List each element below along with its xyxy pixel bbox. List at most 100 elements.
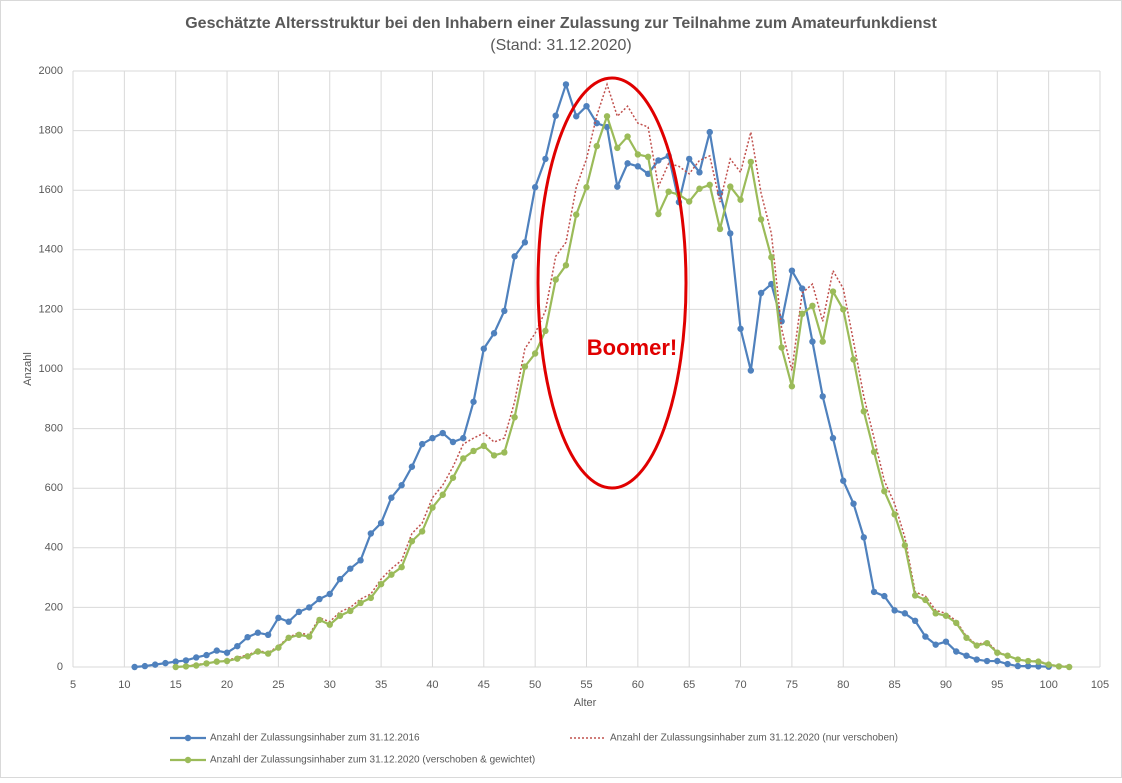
data-point [336,612,344,619]
x-tick-label: 25 [272,679,284,691]
data-point [1004,660,1011,668]
data-point [511,253,518,260]
data-point [357,557,364,564]
data-point [994,649,1001,656]
x-tick-label: 60 [632,679,644,691]
x-tick-label: 105 [1091,679,1109,691]
data-point [840,477,847,484]
data-point [439,429,446,437]
data-point [408,463,416,470]
data-point [398,563,405,571]
x-tick-label: 80 [837,679,849,691]
data-point [306,633,313,640]
data-point [614,144,621,152]
data-point [614,183,621,190]
data-point [788,383,796,390]
data-point [306,604,313,611]
data-point [347,565,354,572]
legend-label: Anzahl der Zulassungsinhaber zum 31.12.2… [210,755,535,766]
data-point [850,500,857,507]
data-point [264,631,272,639]
data-point [490,330,498,337]
data-point [408,538,416,545]
data-point [686,198,693,205]
data-point [460,434,467,442]
data-point [326,621,333,628]
data-point [881,487,888,495]
data-point [911,592,919,599]
data-point [737,325,744,332]
y-tick-label: 1400 [39,244,63,256]
data-point [953,648,960,655]
data-point [768,280,775,288]
data-point [511,414,518,421]
data-point [193,662,200,669]
data-point [655,157,662,164]
data-point [706,128,713,136]
data-point [911,617,919,625]
data-point [573,113,580,120]
data-point [254,629,262,636]
data-point [470,447,477,455]
data-point [1014,656,1022,663]
data-point [665,188,672,195]
data-point [244,634,251,641]
data-point [655,210,662,218]
data-point [480,345,487,352]
data-point [778,344,785,351]
data-point [203,651,210,659]
data-point [870,588,878,596]
data-point [727,183,734,190]
x-tick-label: 45 [478,679,490,691]
data-point [737,196,744,203]
data-point [234,655,241,662]
data-point [716,225,724,233]
data-point [285,634,292,641]
data-point [860,534,867,541]
x-tick-label: 40 [426,679,438,691]
x-tick-label: 20 [221,679,233,691]
data-point [624,133,631,140]
data-point [223,649,231,656]
data-point [521,239,529,246]
data-point [706,181,713,189]
data-point [264,650,272,657]
chart-subtitle: (Stand: 31.12.2020) [490,37,631,54]
data-point [829,434,837,442]
legend-label: Anzahl der Zulassungsinhaber zum 31.12.2… [610,733,898,744]
data-point [901,542,909,549]
data-point [480,442,487,450]
x-tick-label: 55 [580,679,592,691]
data-point [901,610,909,617]
data-point [1014,662,1022,670]
x-tick-label: 100 [1039,679,1057,691]
data-point [172,658,179,665]
y-tick-label: 2000 [39,65,63,77]
annotation: Boomer! [587,335,677,360]
y-tick-label: 200 [45,601,63,613]
data-point [213,658,220,665]
y-tick-label: 400 [45,542,63,554]
data-point [644,170,652,178]
x-tick-label: 90 [940,679,952,691]
data-point [275,644,282,651]
data-point [1024,657,1032,665]
series-line [175,81,1070,668]
data-point [1035,663,1042,670]
data-point [932,610,939,617]
x-tick-label: 35 [375,679,387,691]
data-point [542,327,549,335]
data-point [377,519,385,527]
data-point [449,474,457,481]
data-point [1055,663,1063,670]
data-point [1024,662,1032,670]
data-point [542,155,549,163]
data-point [686,155,693,163]
chart-title: Geschätzte Altersstruktur bei den Inhabe… [185,15,937,32]
data-point [747,367,755,374]
data-point [377,580,385,588]
data-point [603,123,611,131]
data-point [439,491,446,498]
y-tick-label: 1000 [39,363,63,375]
